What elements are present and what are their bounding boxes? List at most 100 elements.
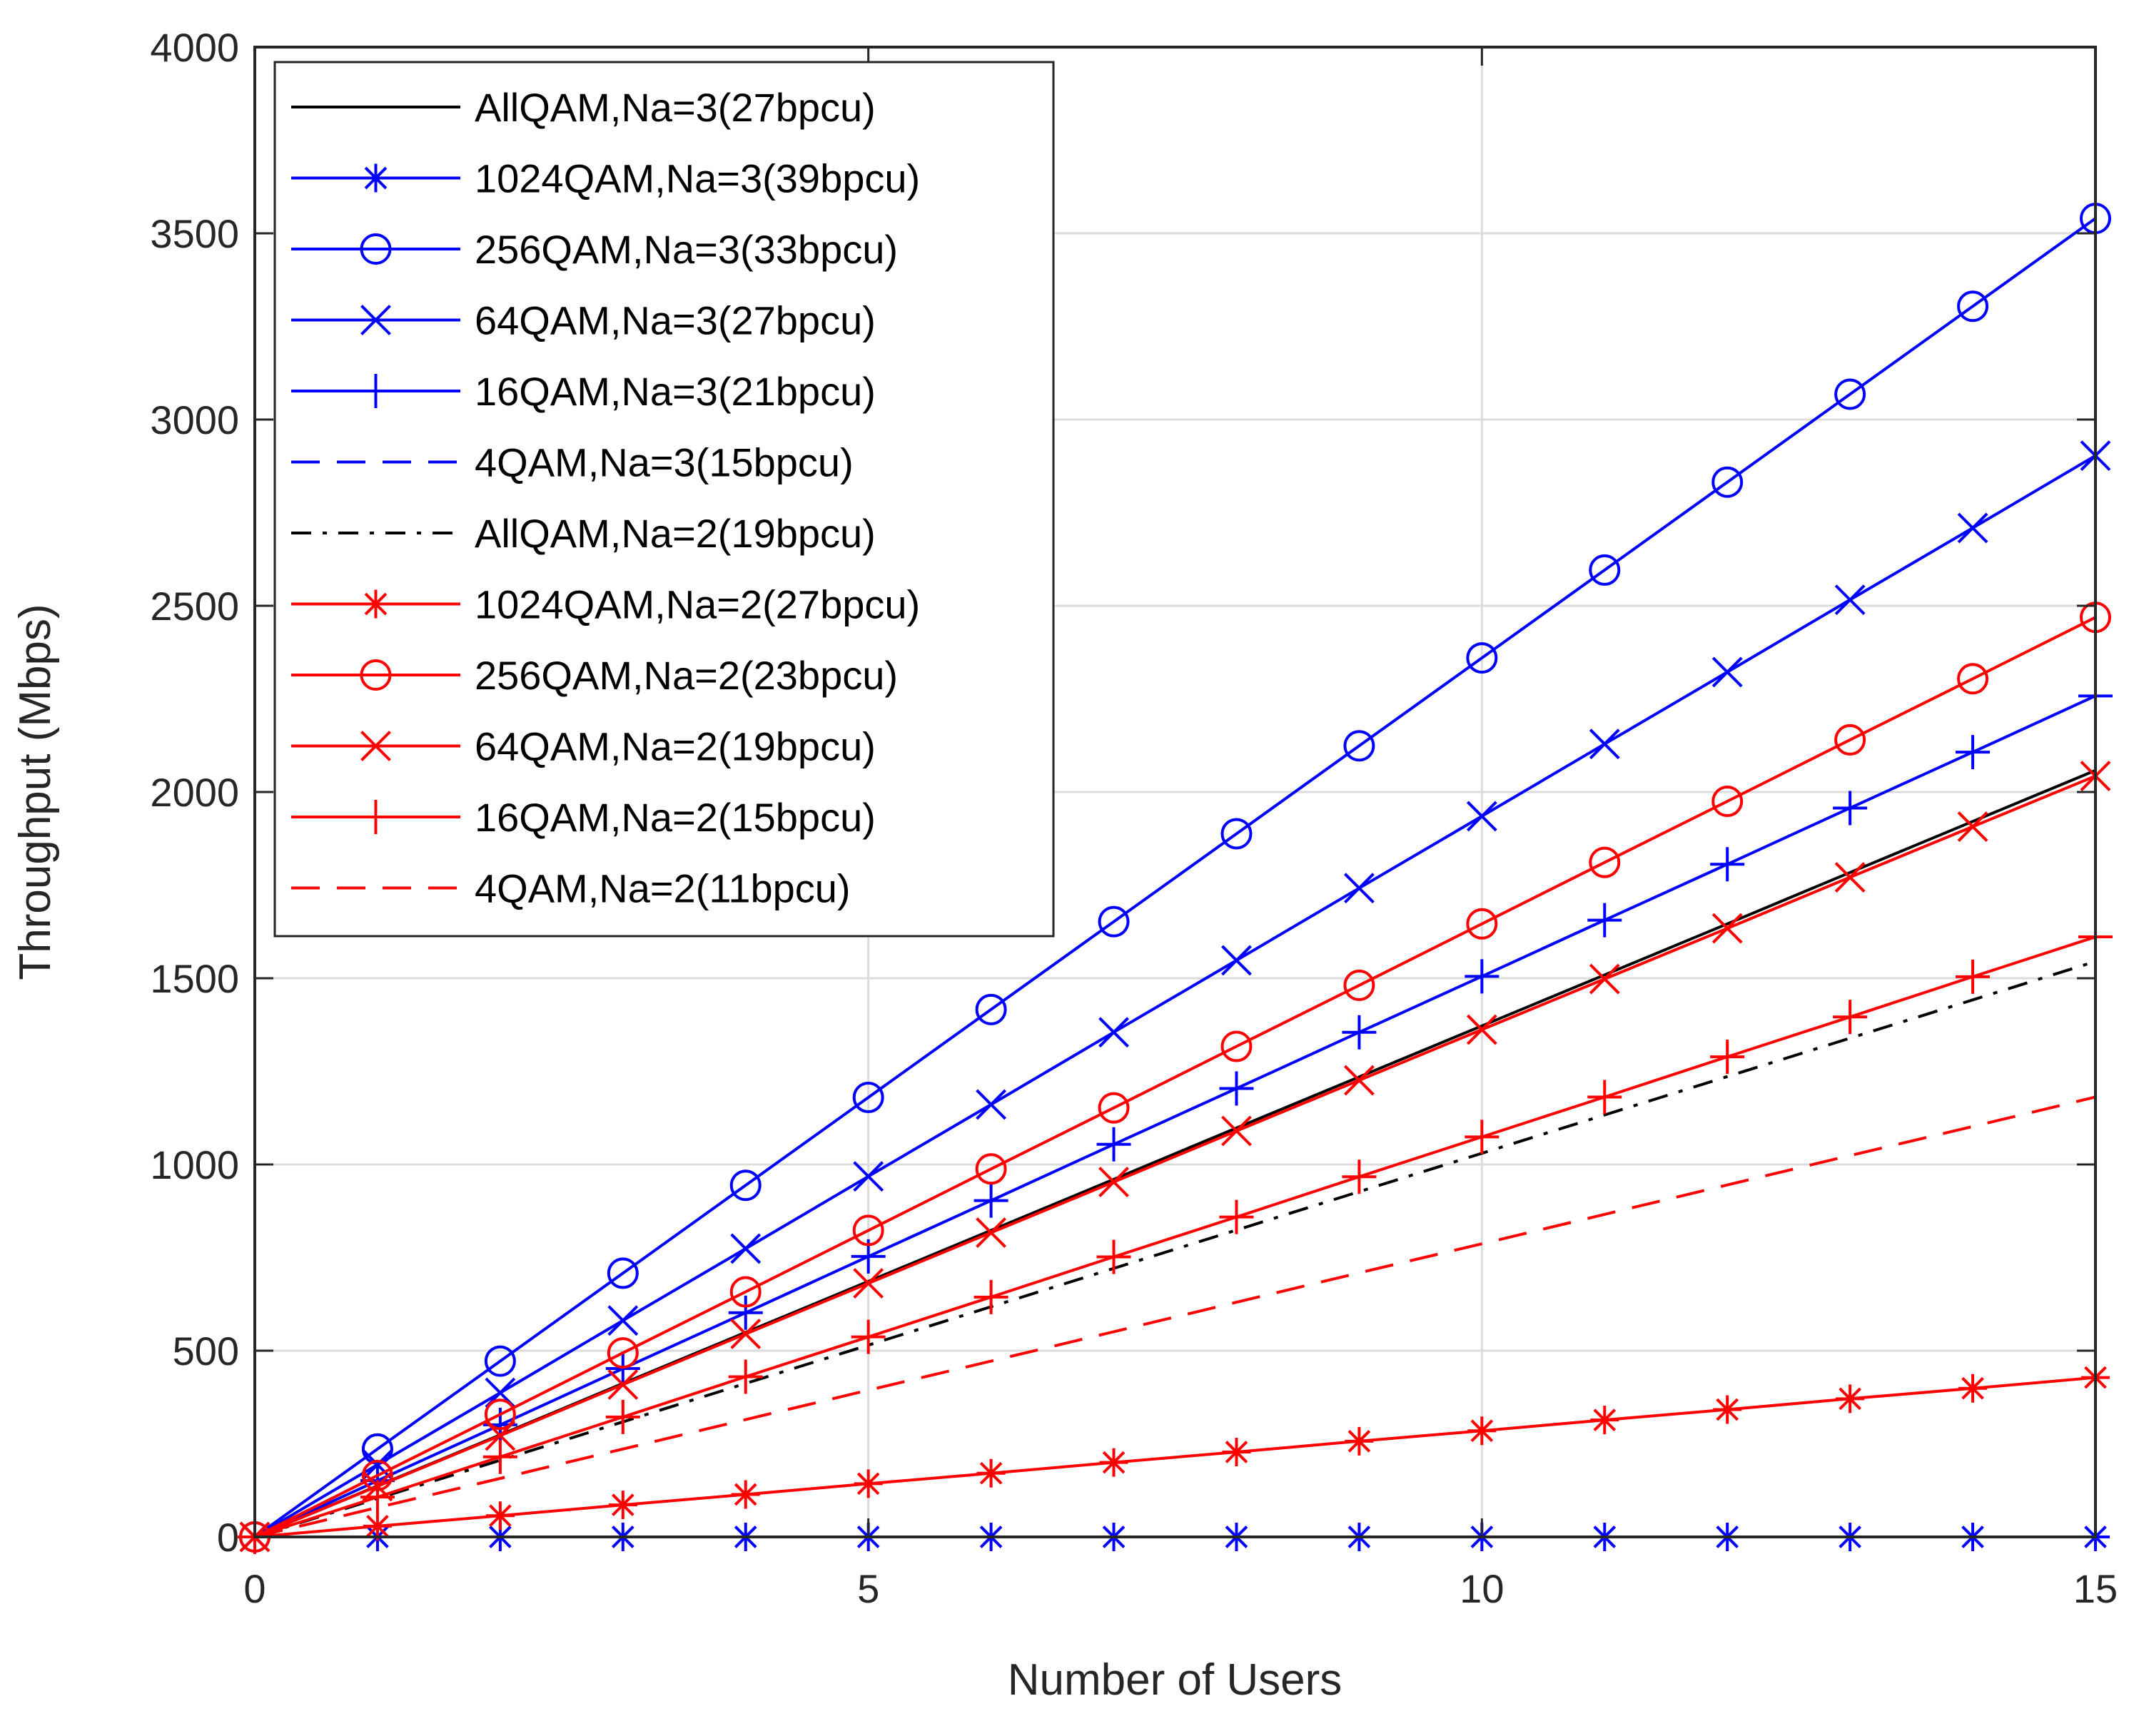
series-line [254, 616, 2096, 1538]
plus-marker [1342, 1015, 1377, 1050]
legend-label: 1024QAM,Na=2(27bpcu) [475, 582, 920, 627]
legend-label: 16QAM,Na=3(21bpcu) [475, 369, 876, 414]
legend-label: 4QAM,Na=2(11bpcu) [475, 866, 851, 911]
y-tick-label: 3000 [150, 397, 239, 442]
circle-marker [607, 1257, 639, 1289]
x-marker [1957, 512, 1988, 544]
circle-marker [484, 1399, 516, 1431]
x-marker [730, 1233, 762, 1264]
legend-entry: 1024QAM,Na=2(27bpcu) [291, 582, 920, 627]
y-tick-label: 3500 [150, 211, 239, 256]
plus-marker [1710, 1040, 1745, 1075]
series-line [254, 774, 2096, 1538]
y-tick-label: 1000 [150, 1142, 239, 1187]
y-tick-label: 0 [217, 1515, 239, 1560]
circle-marker [360, 233, 392, 265]
x-marker [853, 1268, 884, 1299]
plus-marker [728, 1359, 763, 1394]
plus-marker [605, 1399, 640, 1434]
legend-entry: 16QAM,Na=3(21bpcu) [291, 369, 876, 414]
x-marker [1343, 873, 1375, 904]
plus-marker [360, 1480, 395, 1515]
x-tick-label: 10 [1460, 1566, 1504, 1611]
y-tick-label: 2500 [150, 584, 239, 629]
legend-entry: 16QAM,Na=2(15bpcu) [291, 795, 876, 840]
star-marker [608, 1491, 637, 1520]
series-11 [254, 1095, 2096, 1538]
plus-marker [1587, 1080, 1622, 1115]
legend-entry: 4QAM,Na=2(11bpcu) [291, 866, 851, 911]
plus-marker [974, 1279, 1008, 1314]
plus-marker [1833, 1000, 1868, 1035]
legend-label: 256QAM,Na=3(33bpcu) [475, 227, 898, 272]
x-marker [607, 1369, 639, 1400]
legend-entry: 1024QAM,Na=3(39bpcu) [291, 156, 920, 201]
circle-marker [607, 1337, 639, 1369]
series-line [254, 694, 2096, 1538]
legend-label: AllQAM,Na=3(27bpcu) [475, 85, 876, 130]
circle-marker [975, 993, 1007, 1025]
circle-marker [729, 1169, 762, 1202]
legend-label: AllQAM,Na=2(19bpcu) [475, 511, 876, 556]
star-marker [361, 589, 390, 619]
star-marker [854, 1469, 883, 1498]
y-tick-label: 4000 [150, 25, 239, 70]
plus-marker [1219, 1199, 1254, 1234]
legend-entry: AllQAM,Na=3(27bpcu) [291, 85, 876, 130]
legend-label: 64QAM,Na=3(27bpcu) [475, 298, 876, 343]
axis-ticks: 0 5 10 15 0 500 1000 1500 2000 2500 3000 3500 4000 [150, 25, 2118, 1611]
series-line [253, 217, 2097, 1538]
series-line [253, 454, 2097, 1538]
legend-entry: 4QAM,Na=3(15bpcu) [291, 440, 854, 485]
circle-marker [852, 1214, 884, 1247]
legend-label: 16QAM,Na=2(15bpcu) [475, 795, 876, 840]
x-marker [607, 1305, 639, 1336]
legend-entry: 64QAM,Na=3(27bpcu) [291, 298, 876, 343]
plus-marker [728, 1295, 763, 1330]
circle-marker [729, 1276, 762, 1308]
x-marker [360, 731, 391, 761]
plus-marker [1096, 1127, 1131, 1162]
x-marker [853, 1161, 884, 1192]
plus-marker [1096, 1239, 1131, 1274]
star-marker [1345, 1426, 1374, 1456]
star-marker [731, 1480, 760, 1509]
legend-label: 64QAM,Na=2(19bpcu) [475, 724, 876, 769]
circle-marker [1466, 642, 1498, 674]
x-marker [485, 1420, 516, 1451]
plus-marker [851, 1319, 886, 1354]
legend-label: 1024QAM,Na=3(39bpcu) [475, 156, 920, 201]
circle-marker [360, 659, 392, 691]
plus-marker [1956, 735, 1991, 770]
x-marker [1589, 963, 1620, 995]
star-marker [361, 163, 390, 193]
circle-marker [1711, 466, 1744, 498]
circle-marker [1711, 786, 1744, 818]
circle-marker [1098, 1092, 1130, 1124]
circle-marker [1220, 1030, 1253, 1062]
x-axis-label: Number of Users [1008, 1655, 1342, 1705]
star-marker [1222, 1437, 1251, 1466]
legend-entry: 256QAM,Na=3(33bpcu) [291, 227, 898, 272]
plus-marker [1833, 791, 1868, 826]
circle-marker [1834, 378, 1866, 410]
plus-marker [1465, 959, 1500, 994]
plus-marker [1219, 1071, 1254, 1106]
plus-marker [974, 1183, 1008, 1218]
legend-entry: 256QAM,Na=2(23bpcu) [291, 653, 898, 698]
legend-label: 4QAM,Na=3(15bpcu) [475, 440, 854, 485]
plus-marker [358, 374, 393, 408]
legend-entry: 64QAM,Na=2(19bpcu) [291, 724, 876, 769]
legend-label: 256QAM,Na=2(23bpcu) [475, 653, 898, 698]
circle-marker [1957, 663, 1989, 695]
star-marker [363, 1511, 392, 1540]
x-tick-label: 5 [857, 1566, 879, 1611]
star-marker [976, 1458, 1006, 1488]
x-tick-label: 0 [243, 1566, 266, 1611]
series-line [254, 960, 2096, 1538]
star-marker [1713, 1395, 1742, 1424]
circle-marker [975, 1153, 1007, 1185]
x-marker [730, 1319, 762, 1349]
legend-box [273, 61, 1055, 938]
